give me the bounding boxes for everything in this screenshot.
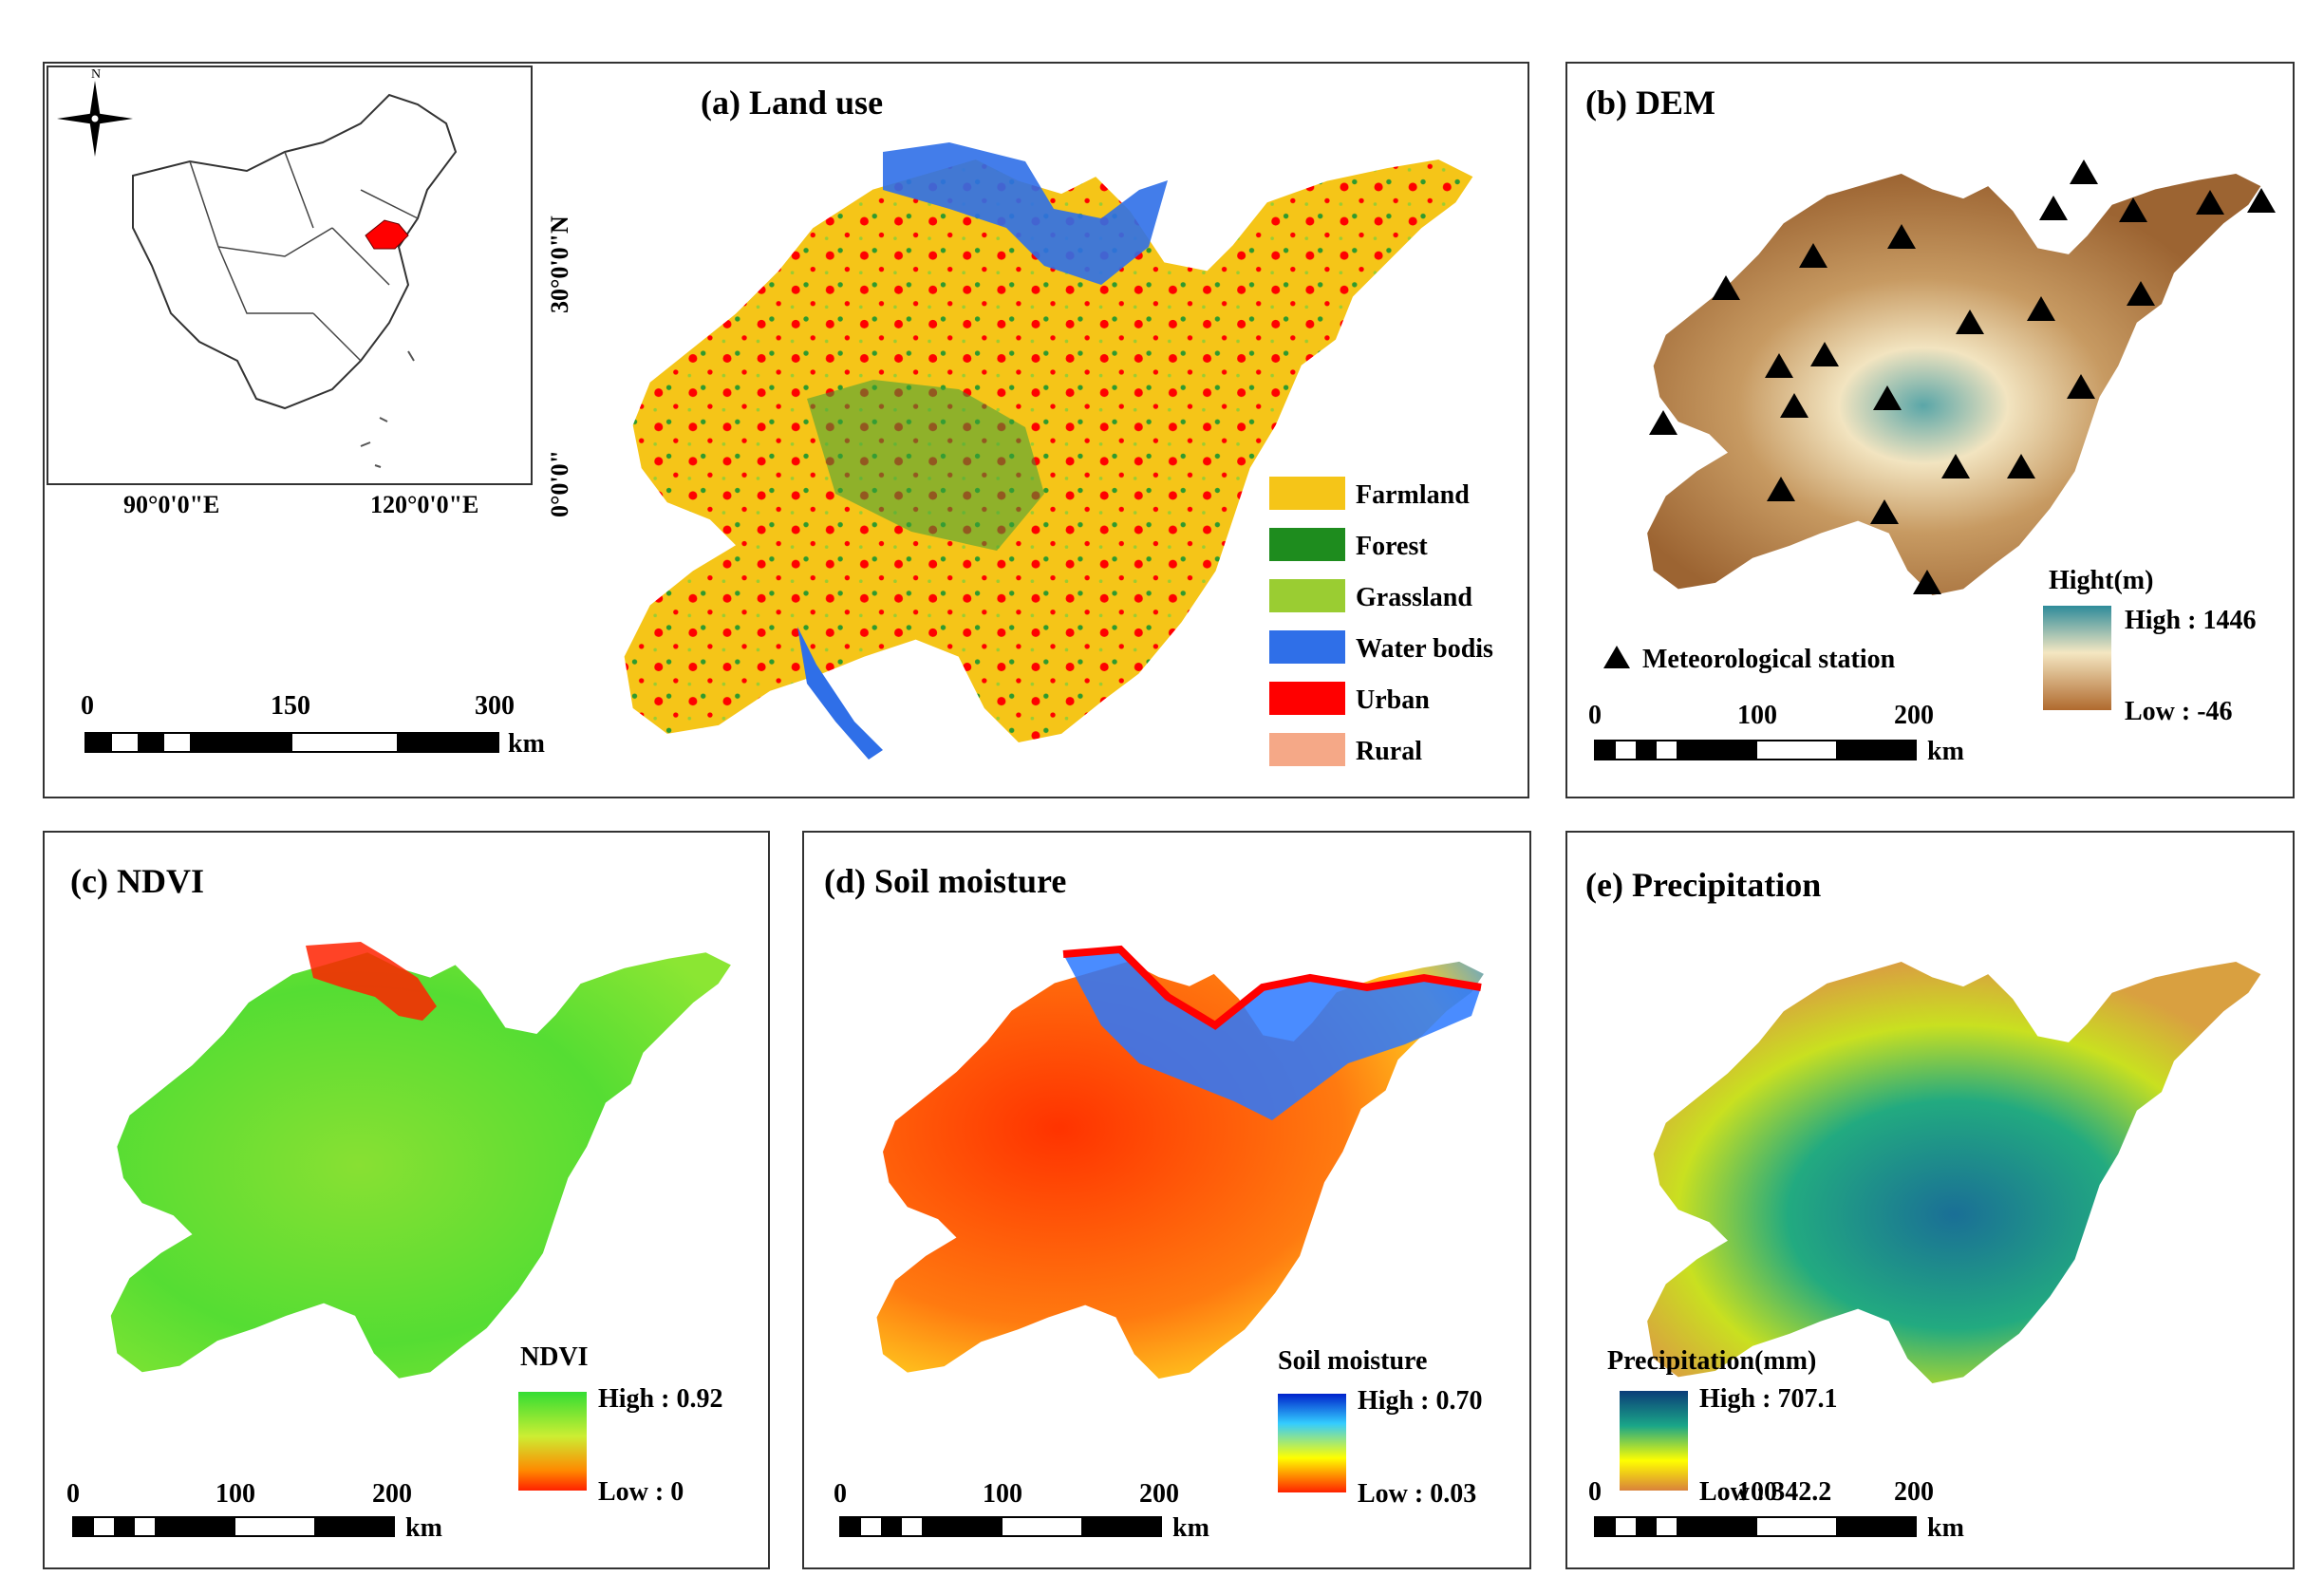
svg-text:High : 1446: High : 1446: [2125, 606, 2256, 635]
svg-text:km: km: [1172, 1513, 1209, 1543]
panel-b-frame: [1565, 62, 2295, 798]
ndvi-legend: NDVI High : 0.92 Low : 0: [518, 1342, 722, 1507]
china-outline: [132, 93, 458, 410]
svg-text:200: 200: [1894, 1477, 1934, 1507]
svg-text:100: 100: [216, 1479, 255, 1509]
soil-coast-edge: [1062, 945, 1482, 1030]
dem-legend: Hight(m) High : 1446 Low : -46: [2043, 566, 2256, 726]
north-label: N: [91, 67, 101, 82]
panel-e-frame: [1565, 831, 2295, 1569]
precipitation-map: [1647, 962, 2261, 1383]
panel-d-title: (d) Soil moisture: [824, 862, 1066, 900]
legend-swatch-rural: [1269, 733, 1345, 766]
soil-coast-high: [1063, 949, 1481, 1120]
svg-text:km: km: [508, 729, 545, 759]
svg-text:Soil moisture: Soil moisture: [1278, 1346, 1427, 1376]
svg-text:300: 300: [475, 691, 515, 721]
legend-label-grassland: Grassland: [1356, 583, 1472, 612]
svg-text:NDVI: NDVI: [520, 1342, 589, 1372]
svg-text:100: 100: [1737, 701, 1777, 730]
inset-lat-label-30: 30°0'0"N: [546, 216, 573, 313]
panel-e-title: (e) Precipitation: [1585, 866, 1821, 904]
legend-swatch-water: [1269, 630, 1345, 664]
station-legend: Meteorological station: [1603, 645, 1896, 674]
scale-bar-a: 0 150 300 km: [81, 691, 545, 759]
svg-text:High : 0.92: High : 0.92: [598, 1384, 722, 1414]
north-arrow-icon: [57, 81, 133, 157]
svg-text:100: 100: [983, 1479, 1022, 1509]
legend-swatch-grassland: [1269, 579, 1345, 612]
panel-a-frame: [43, 62, 1529, 798]
svg-text:High : 707.1: High : 707.1: [1699, 1384, 1837, 1414]
soil-legend: Soil moisture High : 0.70 Low : 0.03: [1278, 1346, 1482, 1509]
legend-swatch-urban: [1269, 682, 1345, 715]
scale-bar-e: 0 100 200 km: [1588, 1477, 1964, 1543]
scale-bar-c: 0 100 200 km: [66, 1479, 442, 1543]
legend-label-rural: Rural: [1356, 737, 1422, 766]
svg-text:200: 200: [1894, 701, 1934, 730]
panel-d-frame: [802, 831, 1531, 1569]
svg-text:Low : 0.03: Low : 0.03: [1358, 1479, 1476, 1509]
panel-b-title: (b) DEM: [1585, 84, 1715, 122]
svg-text:0: 0: [1588, 1477, 1602, 1507]
inset-lon-label-90: 90°0'0"E: [123, 491, 219, 518]
land-use-water-south: [797, 627, 883, 760]
shandong-highlight: [365, 219, 409, 250]
svg-text:0: 0: [1588, 701, 1602, 730]
svg-text:Hight(m): Hight(m): [2049, 566, 2153, 595]
inset-lon-label-120: 120°0'0"E: [370, 491, 478, 518]
svg-text:Precipitation(mm): Precipitation(mm): [1607, 1346, 1816, 1376]
svg-text:Low : -46: Low : -46: [2125, 697, 2233, 726]
svg-text:km: km: [1927, 737, 1964, 766]
legend-label-forest: Forest: [1356, 532, 1428, 561]
inset-lat-label-0: 0°0'0": [546, 450, 573, 517]
legend-swatch-forest: [1269, 528, 1345, 561]
scale-bar-b: 0 100 200 km: [1588, 701, 1964, 766]
panel-a-title: (a) Land use: [701, 84, 883, 122]
scale-bar-d: 0 100 200 km: [834, 1479, 1209, 1543]
dem-map: [1647, 174, 2261, 595]
svg-text:km: km: [1927, 1513, 1964, 1543]
svg-text:Low : 342.2: Low : 342.2: [1699, 1477, 1831, 1507]
taiwan-islands: [360, 350, 415, 468]
panel-c-title: (c) NDVI: [70, 862, 204, 900]
svg-text:Low : 0: Low : 0: [598, 1477, 684, 1507]
svg-text:0: 0: [66, 1479, 80, 1509]
land-use-legend: Farmland Forest Grassland Water bodis Ur…: [1269, 477, 1493, 766]
china-provinces: [189, 151, 419, 362]
svg-text:km: km: [405, 1513, 442, 1543]
meteorological-stations: [1649, 160, 2276, 594]
legend-label-farmland: Farmland: [1356, 480, 1470, 510]
svg-text:100: 100: [1737, 1477, 1777, 1507]
panel-c-frame: [43, 831, 770, 1569]
land-use-forest-core: [807, 380, 1044, 551]
ndvi-coast-low: [306, 942, 437, 1021]
legend-label-urban: Urban: [1356, 685, 1430, 715]
svg-text:200: 200: [372, 1479, 412, 1509]
svg-text:High : 0.70: High : 0.70: [1358, 1386, 1482, 1416]
legend-swatch-farmland: [1269, 477, 1345, 510]
svg-text:0: 0: [81, 691, 94, 721]
land-use-water-north: [883, 142, 1168, 285]
svg-text:150: 150: [271, 691, 310, 721]
svg-text:Meteorological station: Meteorological station: [1642, 645, 1896, 674]
svg-text:200: 200: [1139, 1479, 1179, 1509]
legend-label-water: Water bodis: [1356, 634, 1493, 664]
precip-legend: Precipitation(mm) High : 707.1 Low : 342…: [1607, 1346, 1837, 1507]
svg-text:0: 0: [834, 1479, 847, 1509]
station-triangle-icon: [1603, 646, 1630, 668]
